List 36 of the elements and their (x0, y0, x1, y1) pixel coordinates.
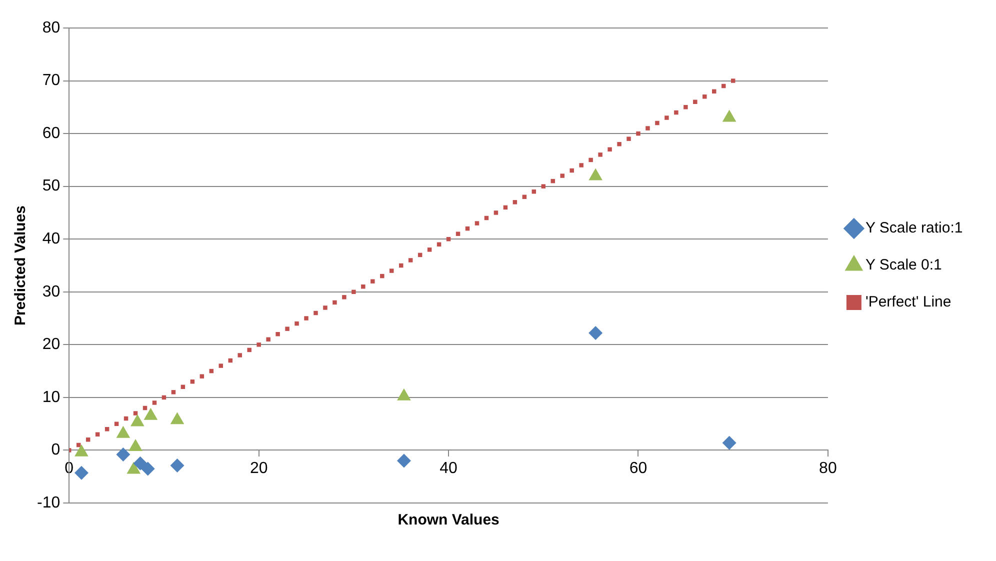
point (74, 444, 88, 456)
point (140, 462, 155, 476)
y-tick-label: 60 (42, 124, 60, 142)
y-tick-label: 40 (42, 230, 60, 248)
point (128, 439, 142, 452)
legend-label: 'Perfect' Line (865, 294, 952, 311)
y-tick-label: 0 (51, 442, 60, 459)
point (170, 458, 184, 473)
x-tick-label: 60 (629, 460, 648, 478)
x-axis-title: Known Values (398, 512, 500, 529)
point (396, 454, 411, 468)
point (170, 412, 184, 424)
point (722, 110, 736, 122)
legend-label: Y Scale ratio:1 (865, 220, 963, 237)
y-tick-label: 70 (42, 72, 60, 90)
y-tick-label: 80 (42, 19, 60, 36)
point (116, 426, 130, 438)
point (116, 447, 130, 462)
y-tick-label: 20 (42, 336, 60, 354)
x-tick-label: 80 (819, 460, 837, 478)
y-tick-label: 30 (42, 283, 60, 300)
point (722, 436, 736, 450)
legend-label: Y Scale 0:1 (865, 256, 942, 274)
y-tick-label: 10 (42, 388, 60, 406)
point (144, 408, 158, 420)
point (588, 168, 602, 180)
point (130, 414, 144, 426)
x-tick-label: 20 (250, 460, 268, 478)
point (397, 388, 411, 400)
y-axis-title: Predicted Values (12, 205, 30, 326)
point (133, 456, 148, 470)
point (126, 462, 141, 474)
x-tick-label: 40 (440, 460, 458, 478)
y-tick-label: 50 (42, 178, 60, 195)
point (74, 466, 88, 480)
y-tick-label: -10 (37, 494, 60, 512)
